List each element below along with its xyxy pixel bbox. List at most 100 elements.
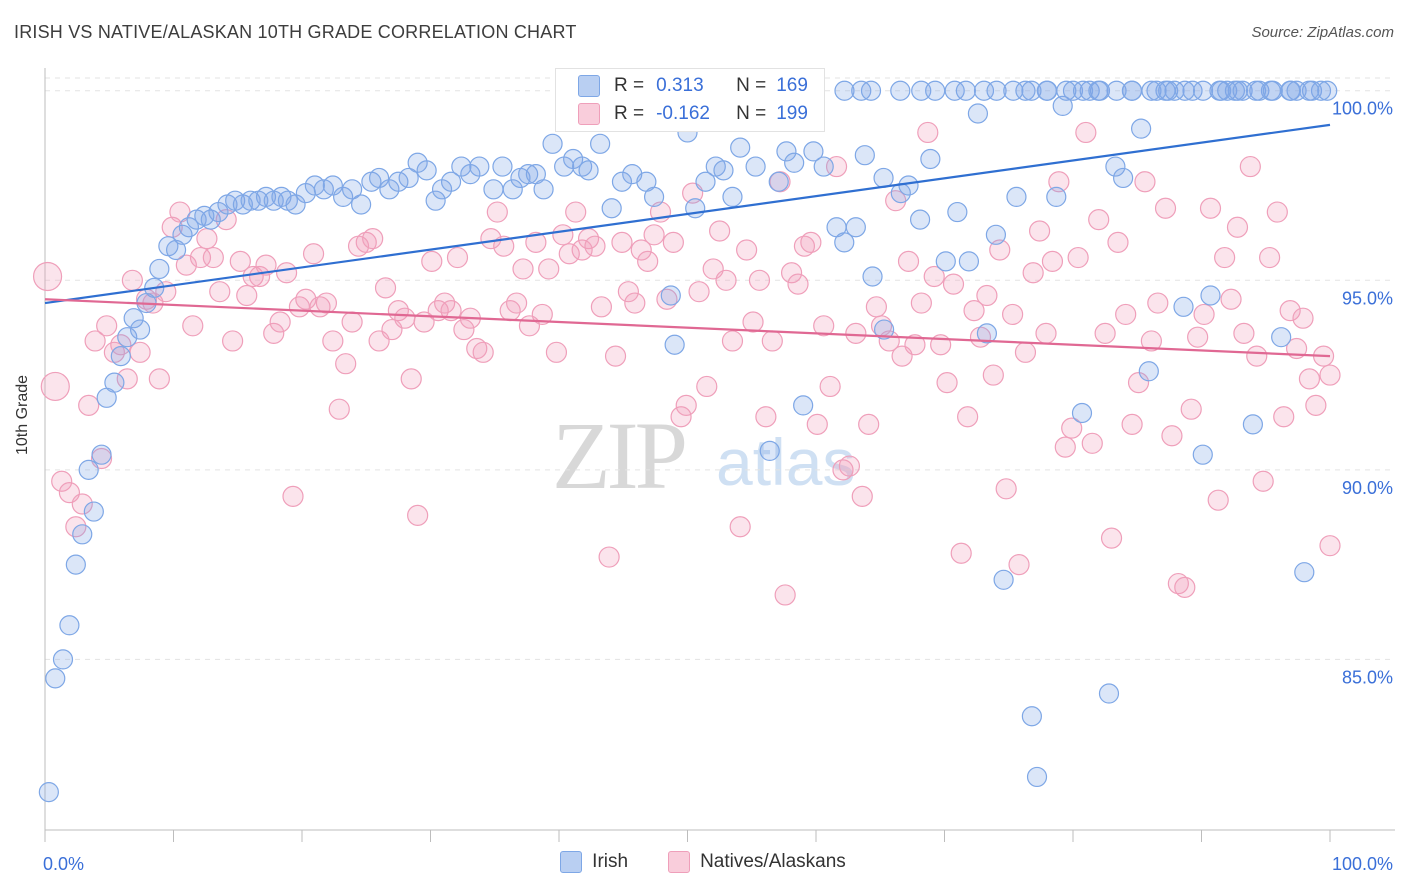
native-point — [421, 250, 443, 272]
irish-point — [110, 346, 131, 367]
native-point — [1147, 292, 1169, 314]
irish-point — [967, 103, 989, 124]
irish-point — [1217, 80, 1238, 101]
n-value: 199 — [776, 103, 808, 124]
irish-point — [1046, 186, 1067, 207]
irish-point — [492, 156, 513, 177]
irish-point — [1174, 80, 1196, 101]
irish-point — [976, 323, 998, 344]
native-point — [819, 375, 841, 398]
irish-point — [38, 781, 59, 803]
legend-item-irish[interactable]: Irish — [560, 851, 628, 873]
native-point — [793, 235, 816, 257]
native-point — [624, 292, 646, 314]
irish-point — [123, 308, 144, 329]
legend-item-natives[interactable]: Natives/Alaskans — [668, 851, 846, 873]
native-point — [1134, 171, 1156, 193]
irish-point — [722, 186, 743, 207]
irish-legend-label: Irish — [592, 851, 629, 872]
irish-point — [925, 80, 946, 101]
irish-point — [898, 175, 919, 196]
native-point — [565, 201, 587, 223]
native-point — [1246, 345, 1268, 367]
irish-point — [813, 156, 834, 177]
irish-legend-swatch — [560, 851, 583, 873]
native-point — [322, 330, 344, 352]
native-point — [995, 478, 1017, 500]
native-point — [1094, 322, 1116, 344]
natives-legend-label: Natives/Alaskans — [700, 851, 846, 872]
irish-point — [1098, 683, 1120, 704]
irish-point — [986, 80, 1007, 101]
native-point — [116, 368, 138, 390]
chart-title: IRISH VS NATIVE/ALASKAN 10TH GRADE CORRE… — [14, 22, 577, 42]
irish-point — [1158, 80, 1179, 101]
native-point — [838, 455, 861, 477]
native-point — [917, 121, 939, 144]
native-point — [355, 231, 377, 253]
native-point — [1193, 303, 1215, 326]
native-point — [1014, 341, 1037, 363]
irish-point — [369, 167, 390, 189]
irish-point — [985, 224, 1007, 245]
native-point — [71, 493, 93, 515]
native-point — [1167, 572, 1189, 595]
irish-point — [873, 167, 894, 189]
series-legend: Irish Natives/Alaskans — [0, 851, 1406, 873]
native-point — [637, 250, 659, 272]
native-point — [1259, 246, 1281, 269]
source-credit: Source: ZipAtlas.com — [1251, 24, 1394, 41]
irish-point — [351, 194, 372, 215]
native-point — [1008, 554, 1030, 576]
irish-point — [1021, 706, 1042, 727]
native-point — [1305, 394, 1327, 417]
axes — [44, 68, 1395, 842]
irish-point — [759, 440, 780, 461]
native-point — [466, 337, 488, 360]
irish-point — [483, 179, 504, 200]
native-point — [215, 209, 237, 231]
native-point — [51, 470, 73, 492]
native-point — [1115, 303, 1137, 326]
native-point — [675, 394, 697, 417]
irish-point — [65, 554, 86, 575]
irish-point — [1298, 80, 1320, 101]
native-point — [1187, 326, 1209, 348]
r-label: R = — [614, 75, 645, 96]
native-point — [617, 281, 639, 303]
native-point — [715, 269, 737, 291]
irish-point — [803, 141, 824, 162]
irish-point — [1271, 327, 1292, 348]
native-point — [282, 485, 304, 507]
r-label: R = — [614, 103, 645, 124]
irish-point — [1138, 361, 1159, 382]
native-point — [275, 262, 298, 284]
irish-point — [1317, 80, 1338, 101]
irish-point — [660, 285, 681, 306]
irish-point — [342, 179, 363, 200]
native-point — [590, 296, 613, 318]
native-point — [729, 516, 751, 538]
native-point — [630, 239, 652, 261]
native-point — [236, 284, 258, 307]
watermark-zip: ZIP — [552, 402, 688, 509]
native-point — [832, 459, 854, 481]
irish-point — [578, 160, 599, 181]
native-point — [362, 227, 384, 250]
y-tick-label: 100.0% — [1332, 99, 1393, 119]
irish-point — [91, 444, 112, 465]
irish-point — [911, 80, 932, 101]
native-point — [486, 201, 508, 223]
native-point — [982, 364, 1004, 386]
watermark-atlas: atlas — [716, 425, 856, 499]
native-point — [1048, 171, 1070, 193]
native-point — [538, 258, 560, 280]
trend-lines — [44, 123, 1331, 358]
native-point — [1075, 121, 1097, 144]
native-point — [748, 269, 771, 291]
native-point — [1161, 425, 1183, 447]
native-point — [1061, 417, 1083, 439]
native-point — [545, 341, 568, 363]
irish-point — [909, 209, 931, 230]
irish-point — [768, 171, 789, 192]
